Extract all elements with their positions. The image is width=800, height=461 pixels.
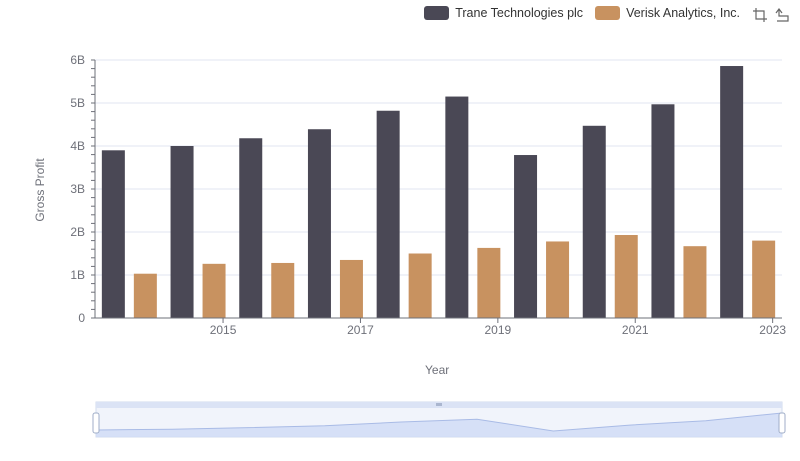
bar-trane-2020: [514, 155, 538, 318]
bar-trane-2019: [445, 96, 469, 318]
x-tick-label: 2021: [622, 323, 649, 337]
grid-lines: [95, 59, 782, 276]
legend-label-trane: Trane Technologies plc: [455, 6, 584, 20]
legend-item-verisk[interactable]: Verisk Analytics, Inc.: [595, 6, 740, 20]
bar-verisk-2017: [339, 259, 363, 318]
bar-verisk-2016: [271, 262, 295, 318]
bar-verisk-2020: [546, 241, 570, 318]
legend-swatch-trane: [424, 6, 450, 20]
restore-icon[interactable]: [774, 7, 790, 23]
x-axis-title: Year: [425, 363, 450, 377]
x-tick-label: 2017: [347, 323, 374, 337]
slider-grip[interactable]: [436, 403, 442, 406]
legend-label-verisk: Verisk Analytics, Inc.: [626, 6, 740, 20]
slider-handle-left[interactable]: [92, 412, 100, 434]
bar-trane-2015: [170, 146, 194, 318]
bar-verisk-2022: [683, 246, 707, 318]
slider-preview-line: [95, 412, 783, 432]
legend: Trane Technologies plc Verisk Analytics,…: [424, 4, 740, 22]
toolbox: [752, 7, 790, 23]
legend-item-trane[interactable]: Trane Technologies plc: [424, 6, 583, 20]
legend-swatch-verisk: [595, 6, 621, 20]
bar-trane-2023: [720, 66, 744, 319]
zoom-icon[interactable]: [752, 7, 768, 23]
x-tick-label: 2019: [484, 323, 511, 337]
bar-trane-2016: [239, 138, 263, 318]
bar-verisk-2023: [752, 240, 776, 318]
y-tick-label: 4B: [70, 139, 85, 153]
data-zoom-slider[interactable]: [92, 401, 786, 438]
y-axis-ticks: 0 1B 2B 3B 4B 5B 6B: [70, 53, 96, 325]
bar-verisk-2014: [133, 273, 157, 318]
y-tick-label: 6B: [70, 53, 85, 67]
slider-handle-right[interactable]: [778, 412, 786, 434]
bar-series: [101, 66, 776, 319]
x-axis: 2015 2017 2019 2021 2023: [95, 317, 786, 337]
bar-trane-2014: [101, 150, 125, 318]
y-tick-label: 5B: [70, 96, 85, 110]
bar-trane-2022: [651, 104, 675, 318]
bar-verisk-2019: [477, 247, 501, 318]
bar-trane-2018: [376, 110, 400, 319]
y-tick-label: 3B: [70, 182, 85, 196]
bar-verisk-2015: [202, 263, 226, 318]
y-tick-label: 2B: [70, 225, 85, 239]
x-tick-label: 2023: [759, 323, 786, 337]
bar-trane-2021: [582, 125, 606, 318]
y-axis-title: Gross Profit: [33, 158, 47, 222]
x-tick-label: 2015: [210, 323, 237, 337]
bar-verisk-2021: [614, 235, 638, 318]
bar-verisk-2018: [408, 253, 432, 318]
bar-trane-2017: [307, 129, 331, 318]
y-tick-label: 0: [78, 311, 85, 325]
y-tick-label: 1B: [70, 268, 85, 282]
slider-preview-area: [96, 413, 782, 437]
